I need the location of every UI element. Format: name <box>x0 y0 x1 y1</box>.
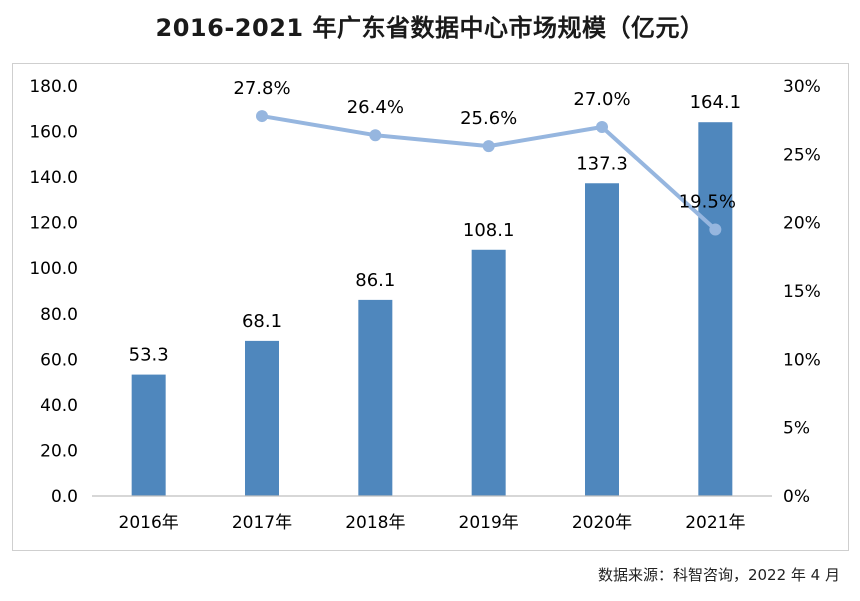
chart-title: 2016-2021 年广东省数据中心市场规模（亿元） <box>155 14 705 42</box>
growth-value-label: 19.5% <box>679 192 736 213</box>
y-left-tick-label: 20.0 <box>40 441 78 461</box>
chart-frame <box>12 63 849 551</box>
growth-point <box>369 129 382 142</box>
growth-value-label: 25.6% <box>460 108 517 129</box>
y-left-tick-label: 100.0 <box>29 259 78 279</box>
x-tick-label: 2017年 <box>232 513 292 533</box>
y-right-tick-label: 20% <box>783 214 821 234</box>
x-tick-label: 2016年 <box>119 513 179 533</box>
y-left-tick-label: 160.0 <box>29 123 78 143</box>
growth-value-label: 27.0% <box>573 89 630 110</box>
bar <box>698 122 733 496</box>
y-left-tick-label: 120.0 <box>29 214 78 234</box>
bar-value-label: 108.1 <box>463 220 515 241</box>
bar-value-label: 164.1 <box>690 92 742 113</box>
bar-value-label: 53.3 <box>129 345 169 366</box>
growth-point <box>709 223 722 236</box>
y-right-tick-label: 5% <box>783 419 810 439</box>
growth-line <box>261 114 717 231</box>
y-left-tick-label: 80.0 <box>40 305 78 325</box>
bar <box>131 374 166 496</box>
bar-value-label: 86.1 <box>355 270 395 291</box>
y-left-tick-label: 0.0 <box>51 487 78 507</box>
y-left-tick-label: 40.0 <box>40 396 78 416</box>
y-left-tick-label: 60.0 <box>40 350 78 370</box>
y-right-tick-label: 15% <box>783 282 821 302</box>
bar <box>358 299 393 496</box>
growth-point <box>482 140 495 153</box>
x-tick-label: 2021年 <box>685 513 745 533</box>
bar <box>471 249 506 496</box>
growth-value-label: 26.4% <box>347 97 404 118</box>
growth-value-label: 27.8% <box>233 78 290 99</box>
y-left-tick-label: 140.0 <box>29 168 78 188</box>
x-tick-label: 2020年 <box>572 513 632 533</box>
y-right-tick-label: 10% <box>783 350 821 370</box>
y-right-tick-label: 30% <box>783 77 821 97</box>
bar <box>245 340 279 496</box>
bar-value-label: 137.3 <box>576 153 628 174</box>
growth-point <box>596 121 608 133</box>
x-tick-label: 2018年 <box>345 513 405 533</box>
bar-value-label: 68.1 <box>242 311 282 332</box>
y-right-tick-label: 25% <box>783 145 821 165</box>
x-tick-label: 2019年 <box>459 513 519 533</box>
source-note: 数据来源：科智咨询，2022 年 4 月 <box>597 566 840 584</box>
y-left-tick-label: 180.0 <box>29 77 78 97</box>
y-right-tick-label: 0% <box>783 487 810 507</box>
bar <box>585 183 619 496</box>
growth-point <box>256 110 268 123</box>
